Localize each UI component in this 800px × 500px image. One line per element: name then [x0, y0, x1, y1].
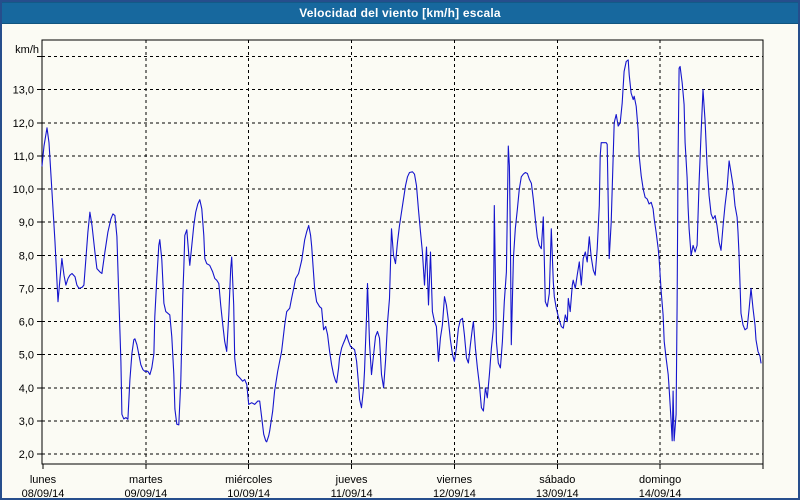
x-axis-day-label: viernes — [437, 474, 473, 486]
y-axis-label: 4,0 — [19, 383, 34, 395]
y-axis-label: 10,0 — [13, 184, 34, 196]
y-axis-label: 5,0 — [19, 350, 34, 362]
y-axis-label: 7,0 — [19, 283, 34, 295]
x-axis-date-label: 14/09/14 — [639, 488, 682, 500]
wind-speed-line — [41, 59, 762, 443]
x-axis-day-label: martes — [129, 474, 163, 486]
y-axis-label: 12,0 — [13, 118, 34, 130]
y-axis-label: 6,0 — [19, 317, 34, 329]
x-axis-date-label: 12/09/14 — [433, 488, 476, 500]
x-axis-day-label: jueves — [335, 474, 368, 486]
y-axis-label: 3,0 — [19, 416, 34, 428]
y-axis-label: 8,0 — [19, 250, 34, 262]
y-axis-unit-label: km/h — [15, 44, 39, 56]
x-axis-day-label: miércoles — [225, 474, 273, 486]
chart-title: Velocidad del viento [km/h] escala — [299, 6, 501, 20]
y-axis-label: 11,0 — [13, 151, 34, 163]
x-axis-date-label: 10/09/14 — [227, 488, 270, 500]
x-axis-day-label: lunes — [30, 474, 57, 486]
y-axis-label: 9,0 — [19, 217, 34, 229]
plot-border — [41, 39, 764, 465]
title-bar: Velocidad del viento [km/h] escala — [2, 2, 798, 24]
x-axis-day-label: sábado — [539, 474, 575, 486]
x-axis-date-label: 11/09/14 — [331, 488, 373, 500]
y-axis-label: 2,0 — [19, 449, 34, 461]
x-axis-date-label: 13/09/14 — [536, 488, 579, 500]
x-axis-date-label: 09/09/14 — [124, 488, 167, 500]
x-axis-day-label: domingo — [639, 474, 681, 486]
y-axis-label: 13,0 — [13, 85, 34, 97]
x-axis-date-label: 08/09/14 — [22, 488, 65, 500]
